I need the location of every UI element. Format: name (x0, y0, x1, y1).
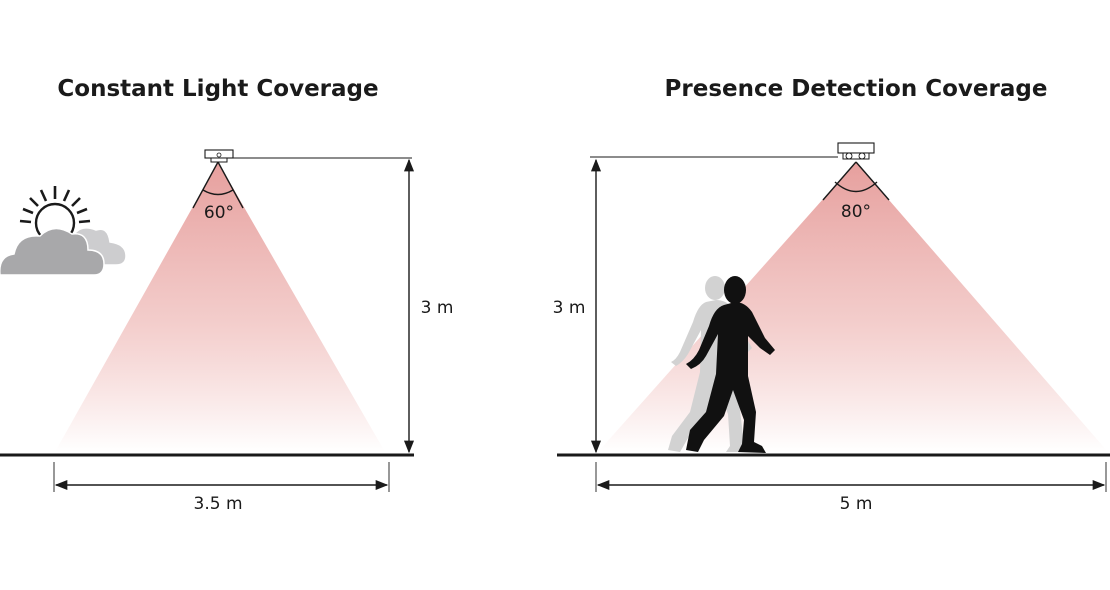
sun-behind-clouds-icon (0, 186, 127, 276)
ceiling-sensor-icon (837, 142, 875, 160)
angle-label: 80° (841, 202, 871, 222)
width-label: 3.5 m (194, 494, 243, 514)
walking-person-ghost-icon (668, 276, 752, 452)
height-label: 3 m (553, 298, 586, 318)
cone-edge-right (217, 161, 244, 209)
height-label: 3 m (421, 298, 454, 318)
angle-arc (202, 189, 234, 196)
width-label: 5 m (840, 494, 873, 514)
cone-edge-left (192, 161, 219, 209)
cone-edge-left (822, 161, 857, 201)
walking-person-icon (686, 276, 775, 453)
panel-title: Presence Detection Coverage (665, 76, 1048, 102)
angle-arc (834, 181, 878, 193)
cone-edge-right (855, 161, 890, 201)
panel-presence-detection: Presence Detection Coverage 80° 3 m (553, 76, 1110, 514)
panel-title: Constant Light Coverage (57, 76, 378, 102)
panel-constant-light: Constant Light Coverage 60° 3 m 3.5 m (0, 76, 453, 514)
ceiling-sensor-icon (204, 149, 234, 163)
light-cone (55, 162, 385, 452)
angle-label: 60° (204, 203, 234, 223)
